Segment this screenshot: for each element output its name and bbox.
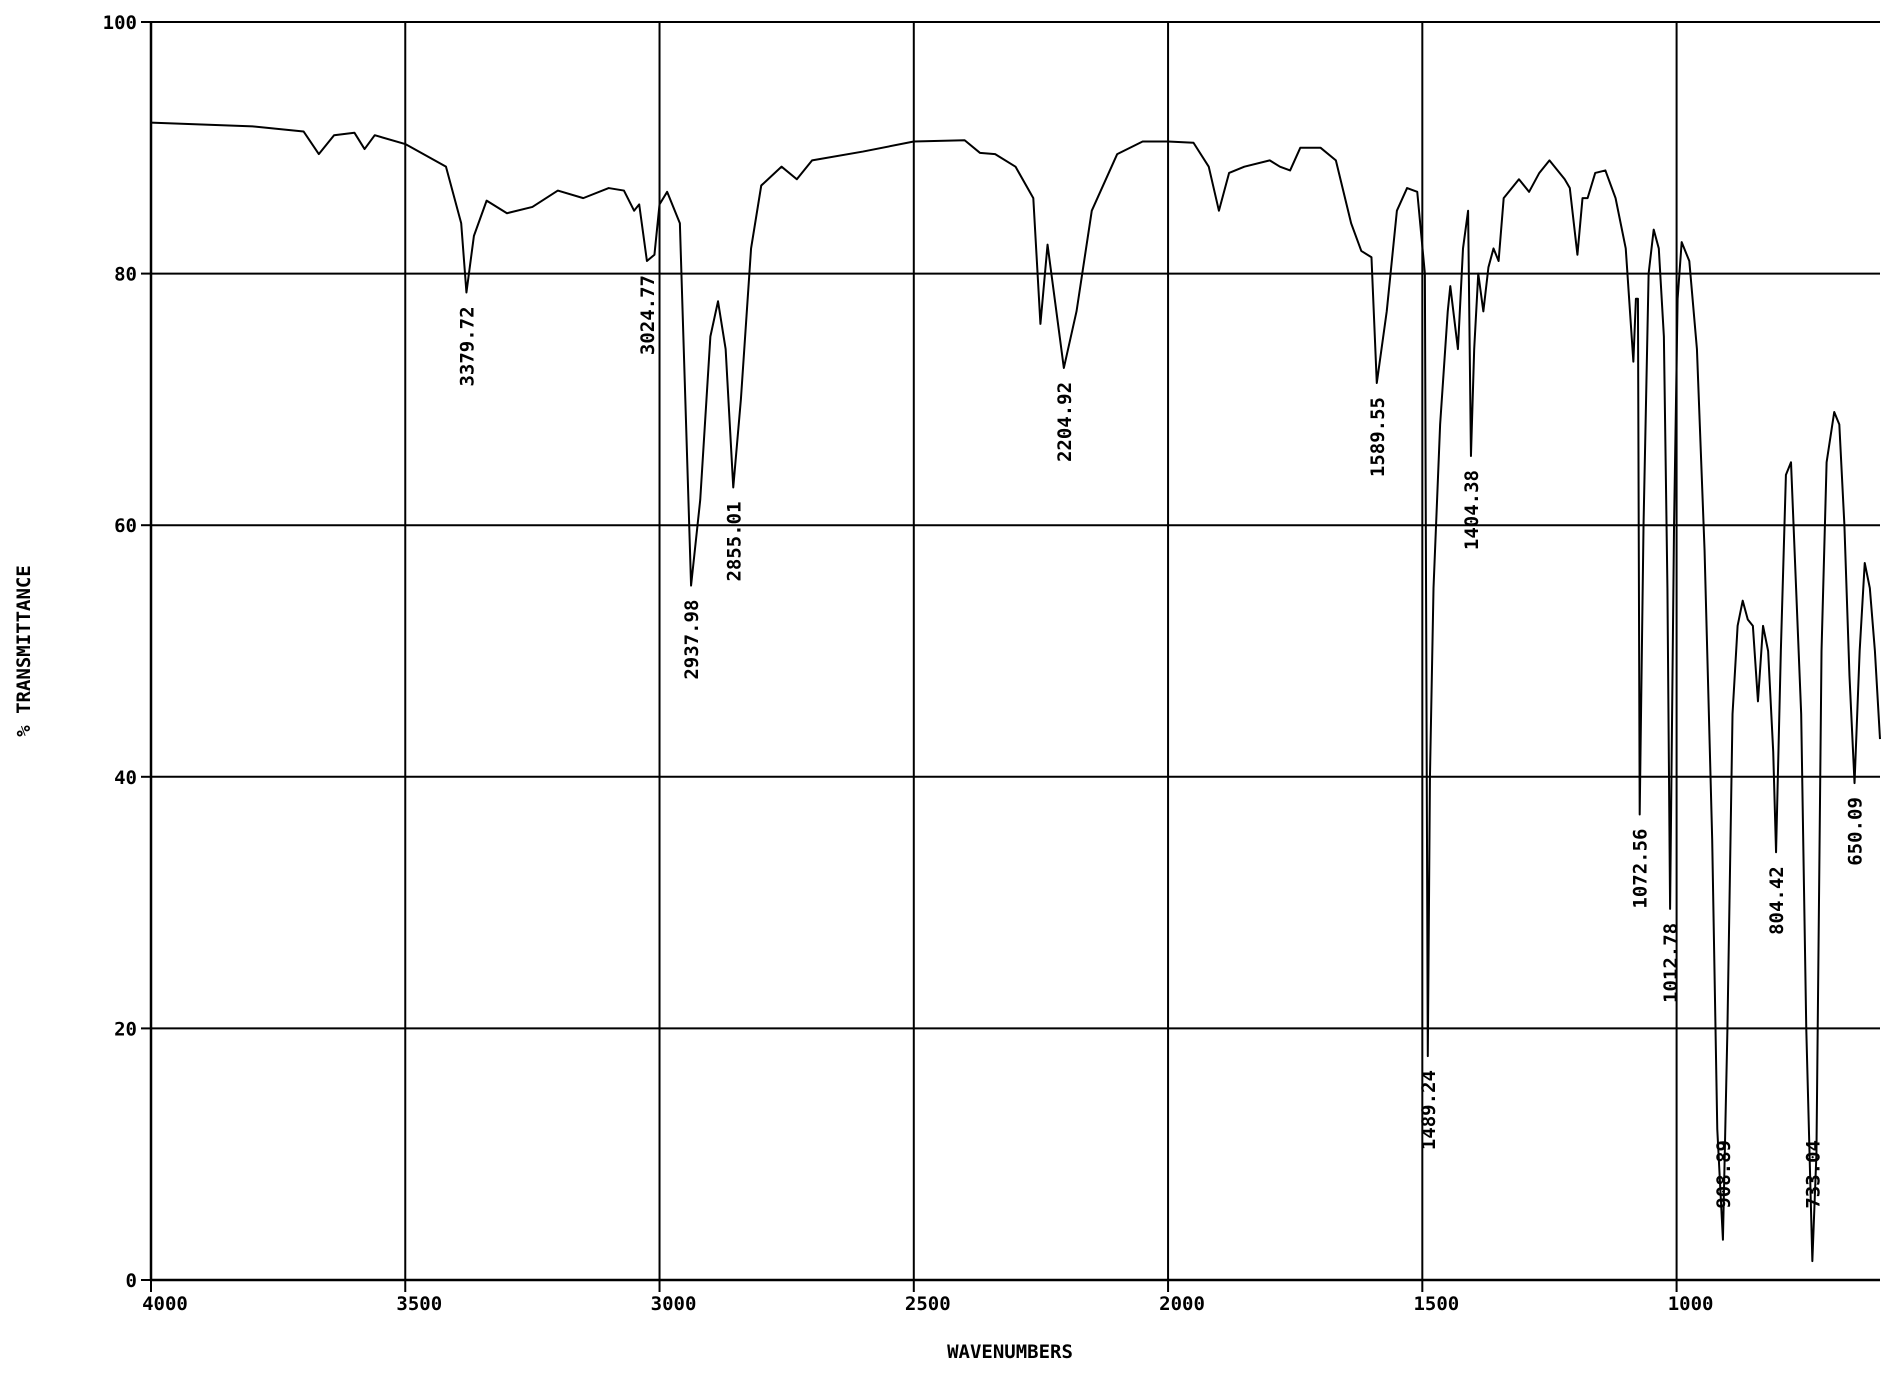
x-tick-label: 2000 [1159, 1293, 1205, 1315]
x-axis-label: WAVENUMBERS [947, 1341, 1073, 1363]
peak-label: 1404.38 [1461, 470, 1483, 550]
peak-label: 650.09 [1845, 797, 1867, 866]
peak-label: 3379.72 [456, 306, 478, 386]
peak-label: 2204.92 [1054, 382, 1076, 462]
x-tick-label: 1500 [1413, 1293, 1459, 1315]
y-tick-label: 40 [114, 767, 137, 789]
peak-label: 908.89 [1713, 1140, 1735, 1209]
peak-label: 1489.24 [1418, 1070, 1440, 1150]
peak-label: 2937.98 [681, 600, 703, 680]
y-tick-label: 100 [103, 12, 137, 34]
peak-label: 733.04 [1802, 1140, 1824, 1209]
peak-label: 1072.56 [1630, 829, 1652, 909]
spectrum-line [150, 121, 1881, 1263]
y-tick-label: 60 [114, 515, 137, 537]
y-tick-label: 20 [114, 1018, 137, 1040]
peak-label: 2855.01 [723, 501, 745, 581]
peak-label: 3024.77 [637, 275, 659, 355]
x-tick-label: 2500 [905, 1293, 951, 1315]
y-tick-label: 0 [126, 1270, 137, 1292]
y-axis-label: % TRANSMITTANCE [13, 565, 35, 737]
peak-label: 1012.78 [1660, 923, 1682, 1003]
x-tick-label: 3000 [651, 1293, 697, 1315]
peak-label: 804.42 [1766, 866, 1788, 935]
x-tick-label: 1000 [1668, 1293, 1714, 1315]
x-tick-label: 3500 [396, 1293, 442, 1315]
y-tick-label: 80 [114, 264, 137, 286]
x-tick-label: 4000 [142, 1293, 188, 1315]
peak-label: 1589.55 [1367, 397, 1389, 477]
